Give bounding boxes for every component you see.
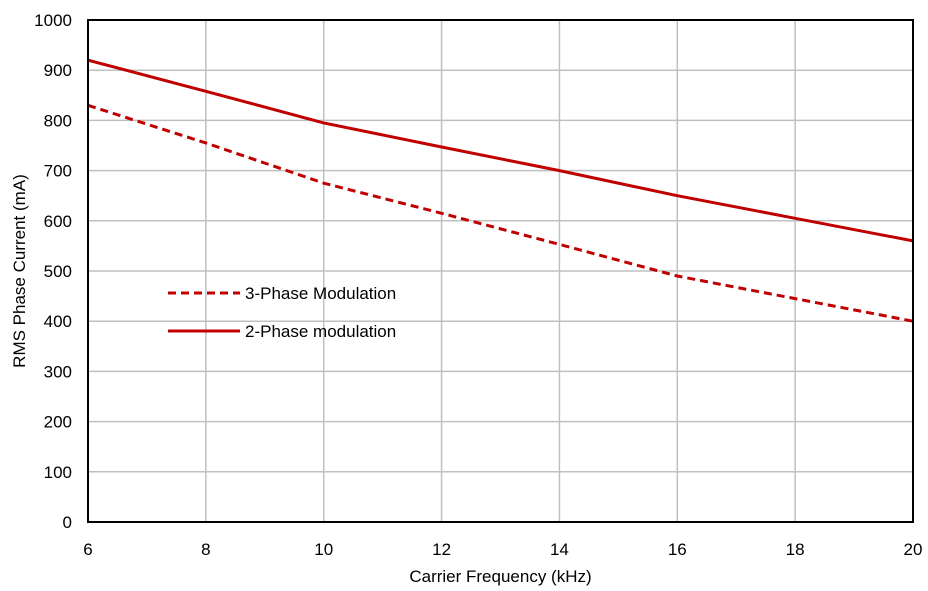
y-tick-label: 300 bbox=[44, 362, 72, 381]
x-tick-label: 10 bbox=[314, 540, 333, 559]
series-line-2-phase-modulation bbox=[87, 58, 914, 243]
y-tick-label: 100 bbox=[44, 463, 72, 482]
x-tick-label: 20 bbox=[904, 540, 923, 559]
y-tick-label: 900 bbox=[44, 61, 72, 80]
y-tick-label: 200 bbox=[44, 413, 72, 432]
x-tick-label: 16 bbox=[668, 540, 687, 559]
series-lines bbox=[87, 58, 914, 323]
x-axis-title: Carrier Frequency (kHz) bbox=[409, 567, 591, 586]
x-tick-label: 8 bbox=[201, 540, 210, 559]
x-axis-tick-labels: 6 8 10 12 14 16 18 20 bbox=[83, 540, 922, 559]
y-tick-label: 500 bbox=[44, 262, 72, 281]
plot-frame bbox=[87, 19, 914, 523]
y-tick-label: 0 bbox=[63, 513, 72, 532]
y-tick-label: 400 bbox=[44, 312, 72, 331]
legend: 3-Phase Modulation 2-Phase modulation bbox=[168, 284, 396, 341]
x-tick-label: 18 bbox=[786, 540, 805, 559]
y-axis-title: RMS Phase Current (mA) bbox=[10, 174, 29, 368]
legend-label-2-phase: 2-Phase modulation bbox=[245, 322, 396, 341]
x-tick-label: 14 bbox=[550, 540, 569, 559]
x-tick-label: 12 bbox=[432, 540, 451, 559]
y-tick-label: 800 bbox=[44, 111, 72, 130]
y-axis-tick-labels: 0 100 200 300 400 500 600 700 800 900 1000 bbox=[34, 11, 72, 532]
y-tick-label: 700 bbox=[44, 162, 72, 181]
series-line-3-phase-modulation bbox=[87, 103, 914, 323]
y-tick-label: 600 bbox=[44, 212, 72, 231]
grid-lines bbox=[87, 19, 914, 523]
y-tick-label: 1000 bbox=[34, 11, 72, 30]
legend-label-3-phase: 3-Phase Modulation bbox=[245, 284, 396, 303]
x-tick-label: 6 bbox=[83, 540, 92, 559]
